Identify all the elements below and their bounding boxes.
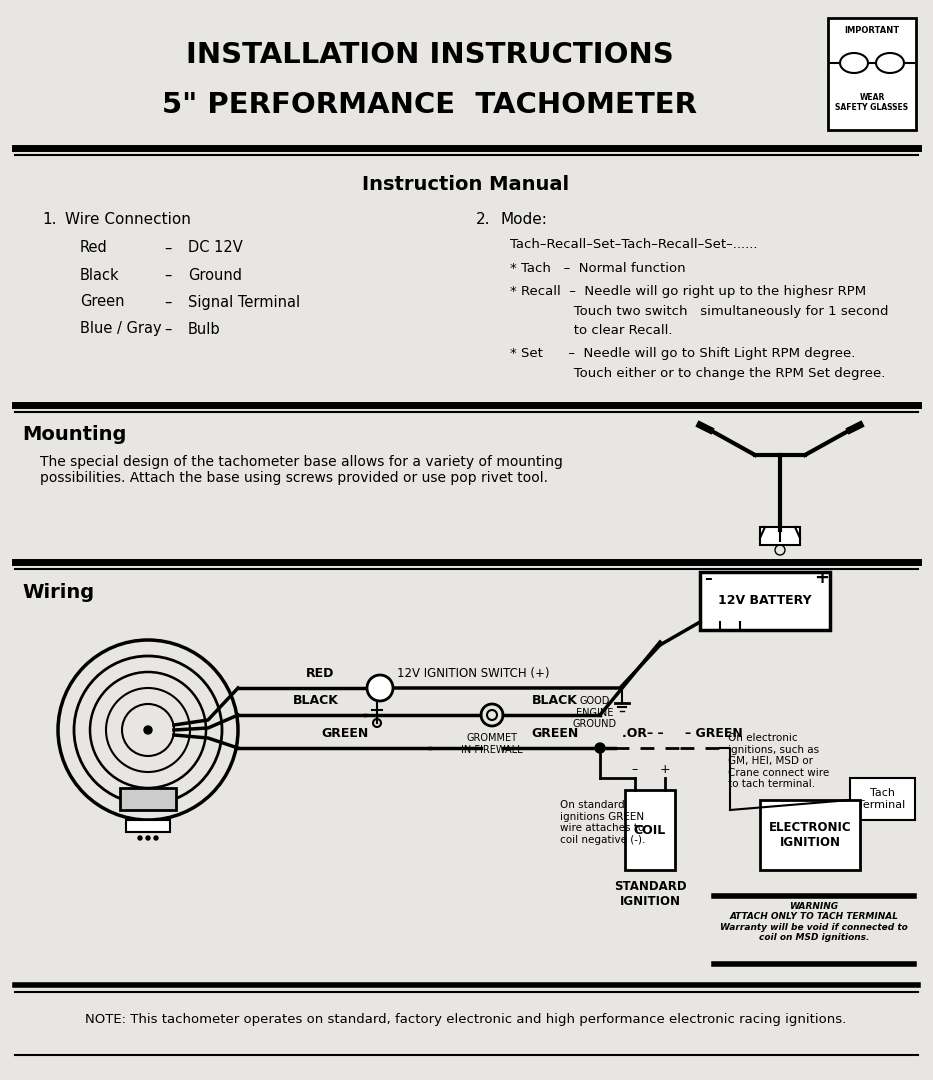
Text: Instruction Manual: Instruction Manual (362, 175, 569, 194)
Text: Green: Green (80, 295, 124, 310)
Text: –: – (164, 295, 172, 310)
Text: Touch either or to change the RPM Set degree.: Touch either or to change the RPM Set de… (510, 367, 885, 380)
Bar (126, 820, 170, 832)
Text: Black: Black (80, 268, 119, 283)
Text: GOOD
ENGINE
GROUND: GOOD ENGINE GROUND (573, 696, 617, 729)
Bar (625, 789, 675, 870)
Circle shape (146, 836, 150, 840)
Text: Touch two switch   simultaneously for 1 second: Touch two switch simultaneously for 1 se… (510, 305, 888, 318)
Text: 12V IGNITION SWITCH (+): 12V IGNITION SWITCH (+) (397, 667, 550, 680)
Text: GROMMET
IN FIREWALL: GROMMET IN FIREWALL (461, 733, 522, 755)
Text: INSTALLATION INSTRUCTIONS: INSTALLATION INSTRUCTIONS (186, 41, 674, 69)
Bar (850, 778, 915, 820)
Text: Blue / Gray: Blue / Gray (80, 322, 161, 337)
Bar (760, 527, 800, 545)
Text: IMPORTANT: IMPORTANT (844, 26, 899, 35)
Text: .OR– –: .OR– – (622, 727, 663, 740)
Text: Mode:: Mode: (500, 213, 547, 228)
Bar (700, 572, 830, 630)
Text: –: – (704, 570, 712, 585)
Text: –: – (164, 268, 172, 283)
Bar (828, 18, 916, 130)
Text: Signal Terminal: Signal Terminal (188, 295, 300, 310)
Text: STANDARD
IGNITION: STANDARD IGNITION (614, 880, 687, 908)
Text: BLACK: BLACK (293, 694, 339, 707)
Text: –: – (164, 241, 172, 256)
Text: ELECTRONIC
IGNITION: ELECTRONIC IGNITION (769, 821, 851, 849)
Text: Tach
Terminal: Tach Terminal (858, 788, 906, 810)
Text: WEAR
SAFETY GLASSES: WEAR SAFETY GLASSES (835, 93, 909, 112)
Text: BLACK: BLACK (532, 694, 578, 707)
Text: On electronic
ignitions, such as
GM, HEI, MSD or
Crane connect wire
to tach term: On electronic ignitions, such as GM, HEI… (728, 733, 829, 789)
Text: On standard
ignitions GREEN
wire attaches to
coil negative (-).: On standard ignitions GREEN wire attache… (560, 800, 646, 845)
Text: NOTE: This tachometer operates on standard, factory electronic and high performa: NOTE: This tachometer operates on standa… (86, 1013, 846, 1026)
Text: Ground: Ground (188, 268, 242, 283)
Text: Red: Red (80, 241, 107, 256)
Text: 5" PERFORMANCE  TACHOMETER: 5" PERFORMANCE TACHOMETER (162, 91, 698, 119)
Text: DC 12V: DC 12V (188, 241, 243, 256)
Text: COIL: COIL (634, 823, 666, 837)
Text: +: + (815, 569, 829, 588)
Circle shape (367, 675, 393, 701)
Text: –: – (632, 762, 638, 777)
Text: Mounting: Mounting (22, 426, 126, 445)
Text: * Set      –  Needle will go to Shift Light RPM degree.: * Set – Needle will go to Shift Light RP… (510, 348, 856, 361)
Text: Wire Connection: Wire Connection (65, 213, 191, 228)
Text: WARNING
ATTACH ONLY TO TACH TERMINAL
Warranty will be void if connected to
coil : WARNING ATTACH ONLY TO TACH TERMINAL War… (720, 902, 908, 942)
Text: * Recall  –  Needle will go right up to the highesr RPM: * Recall – Needle will go right up to th… (510, 284, 866, 297)
Text: 12V BATTERY: 12V BATTERY (718, 594, 812, 607)
Circle shape (144, 726, 152, 734)
Circle shape (138, 836, 142, 840)
Text: 2.: 2. (476, 213, 491, 228)
Text: * Tach   –  Normal function: * Tach – Normal function (510, 261, 686, 274)
Circle shape (154, 836, 158, 840)
Text: 1.: 1. (42, 213, 57, 228)
Text: The special design of the tachometer base allows for a variety of mounting
possi: The special design of the tachometer bas… (40, 455, 563, 485)
Text: Tach–Recall–Set–Tach–Recall–Set–......: Tach–Recall–Set–Tach–Recall–Set–...... (510, 239, 758, 252)
Text: to clear Recall.: to clear Recall. (510, 324, 673, 337)
Bar (760, 800, 860, 870)
Circle shape (595, 743, 605, 753)
Text: Bulb: Bulb (188, 322, 220, 337)
Text: GREEN: GREEN (532, 727, 578, 740)
Text: +: + (660, 762, 670, 777)
Text: GREEN: GREEN (321, 727, 369, 740)
Text: – GREEN: – GREEN (685, 727, 743, 740)
Text: Wiring: Wiring (22, 582, 94, 602)
Bar (120, 788, 176, 810)
Text: –: – (164, 322, 172, 337)
Text: RED: RED (306, 667, 334, 680)
